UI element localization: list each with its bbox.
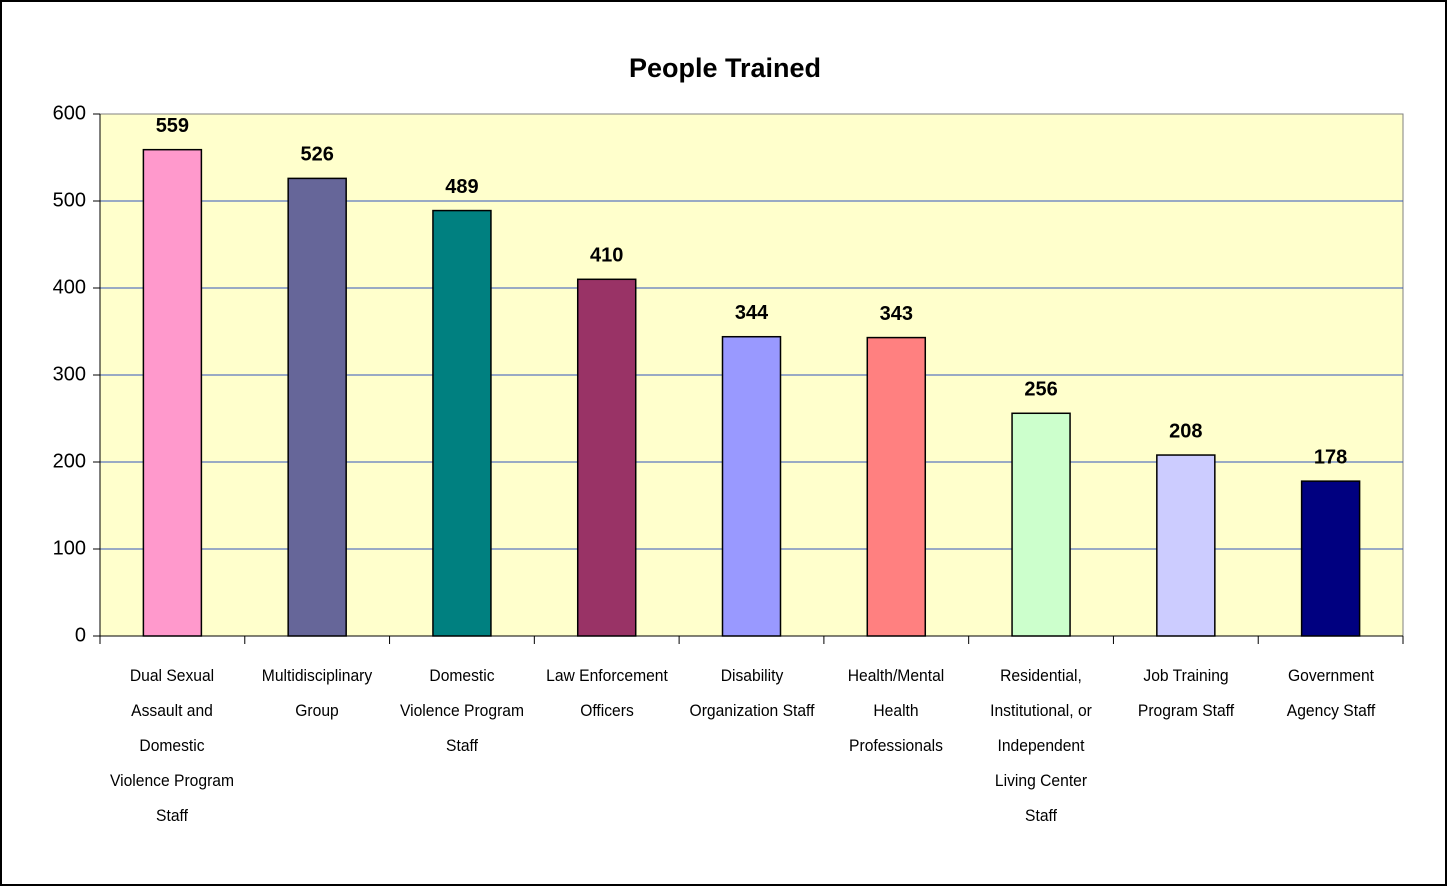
bar xyxy=(287,177,347,637)
y-tick-label: 100 xyxy=(53,537,86,559)
y-tick-label: 0 xyxy=(75,624,86,646)
data-label: 344 xyxy=(735,302,769,324)
y-tick-label: 500 xyxy=(53,189,86,211)
x-tick-label: Health/Mental Health Professionals xyxy=(848,666,945,755)
data-label: 489 xyxy=(445,176,478,198)
data-label: 410 xyxy=(590,245,623,267)
bar xyxy=(432,209,492,637)
x-tick-label: Domestic Violence Program Staff xyxy=(399,666,524,755)
bar xyxy=(142,148,203,637)
data-label: 343 xyxy=(880,303,913,325)
x-tick-label: Government Agency Staff xyxy=(1286,666,1375,720)
chart-title: People Trained xyxy=(629,53,821,83)
data-label: 256 xyxy=(1024,379,1057,401)
x-tick-label: Dual Sexual Assault and Domestic Violenc… xyxy=(110,666,235,825)
y-tick-label: 300 xyxy=(53,363,86,385)
y-tick-label: 400 xyxy=(53,276,86,298)
x-tick-label: Residential, Institutional, or Independe… xyxy=(990,666,1092,825)
y-tick-label: 200 xyxy=(53,450,86,472)
data-label: 178 xyxy=(1314,446,1347,468)
bar xyxy=(576,278,637,637)
x-tick-label: Job Training Program Staff xyxy=(1137,666,1234,720)
bar xyxy=(1156,454,1216,637)
bar xyxy=(1300,480,1361,637)
y-tick-label: 600 xyxy=(53,102,86,124)
bar xyxy=(1011,412,1071,637)
data-label: 559 xyxy=(156,115,189,137)
x-tick-label: Law Enforcement Officers xyxy=(545,666,668,720)
data-label: 208 xyxy=(1169,420,1202,442)
bar xyxy=(866,336,927,637)
bar xyxy=(721,335,782,637)
data-label: 526 xyxy=(300,144,333,166)
x-tick-label: Multidisciplinary Group xyxy=(261,666,373,720)
x-tick-label: Disability Organization Staff xyxy=(689,666,814,720)
